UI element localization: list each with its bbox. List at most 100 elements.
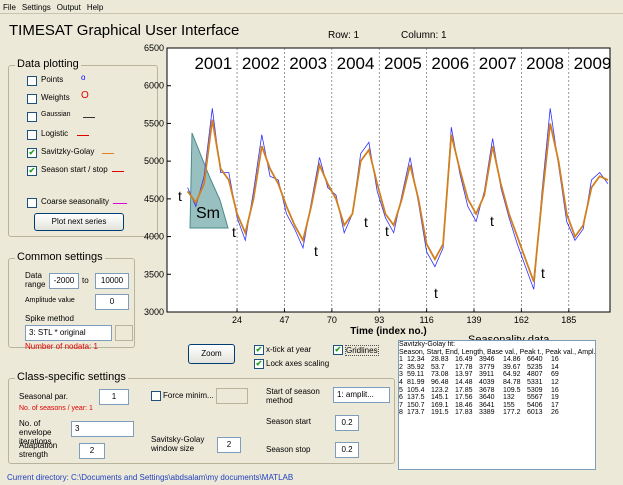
legend-line xyxy=(83,117,95,118)
range-min-input[interactable]: -2000 xyxy=(49,273,79,289)
window-input[interactable]: 2 xyxy=(217,437,241,453)
field-label: Data range xyxy=(25,271,46,289)
row-label: Row: 1 xyxy=(328,30,360,41)
season-start-input[interactable]: 0.2 xyxy=(335,415,359,431)
menu-item[interactable]: Settings xyxy=(21,3,51,12)
field-label: Season start xyxy=(266,417,311,426)
annotation: t xyxy=(541,265,545,281)
seasonal-input[interactable]: 1 xyxy=(99,389,129,405)
x-tick-label: 70 xyxy=(327,315,337,325)
x-tick-label: 24 xyxy=(232,315,242,325)
envelope-select[interactable]: 3 xyxy=(71,421,134,437)
x-tick-label: 116 xyxy=(419,315,433,325)
checkbox[interactable]: ✔ xyxy=(254,359,264,369)
list-row[interactable]: 6 137.5 145.1 17.56 3640 132 5567 19 xyxy=(399,394,595,402)
checkbox[interactable] xyxy=(27,130,37,140)
seasonality-list[interactable]: Savitzky-Golay fit: Season, Start, End, … xyxy=(398,340,596,470)
checkbox-label: Lock axes scaling xyxy=(266,359,330,368)
year-label: 2001 xyxy=(194,54,232,73)
adaptation-input[interactable]: 2 xyxy=(79,443,105,459)
annotation: t xyxy=(490,213,494,229)
legend-line xyxy=(113,203,127,204)
list-cell: 81.99 xyxy=(407,378,425,386)
list-row[interactable]: 2 35.92 53.7 17.78 3779 39.67 5235 14 xyxy=(399,364,595,372)
list-cell: 173.7 xyxy=(407,409,425,417)
list-cell: 3389 xyxy=(479,409,495,417)
checkbox-label: Force minim... xyxy=(163,391,214,400)
legend-line xyxy=(112,171,124,172)
list-cell: 4807 xyxy=(527,371,543,379)
checkbox-label: Gridlines xyxy=(345,345,379,356)
year-label: 2004 xyxy=(337,54,375,73)
list-cell: 19 xyxy=(551,394,559,402)
checkbox[interactable]: ✔ xyxy=(27,148,37,158)
list-cell: 5 xyxy=(399,386,403,394)
year-label: 2006 xyxy=(431,54,469,73)
list-row[interactable]: 5 105.4 123.2 17.85 3678 109.5 5309 16 xyxy=(399,387,595,395)
menu-item[interactable]: Output xyxy=(56,3,81,12)
x-tick-label: 162 xyxy=(514,315,529,325)
list-cell: 5309 xyxy=(527,386,543,394)
amplitude-input[interactable]: 0 xyxy=(95,294,129,310)
start-method-select[interactable]: 1: amplit... xyxy=(333,387,390,403)
list-row[interactable]: 4 81.99 96.48 14.48 4039 84.78 5331 12 xyxy=(399,379,595,387)
list-cell: 14 xyxy=(551,363,559,371)
group-title: Data plotting xyxy=(15,58,81,70)
list-cell: 177.2 xyxy=(503,409,521,417)
legend-symbol: O xyxy=(81,90,89,101)
list-cell: 3911 xyxy=(479,371,495,379)
plot-area xyxy=(166,47,611,313)
list-cell: 3678 xyxy=(479,386,495,394)
checkbox-label: Logistic xyxy=(41,129,69,138)
list-row[interactable]: 3 59.11 73.08 13.97 3911 64.92 4807 69 xyxy=(399,371,595,379)
checkbox[interactable]: ✔ xyxy=(27,166,37,176)
list-cell: 5567 xyxy=(527,394,543,402)
x-tick-label: 139 xyxy=(466,315,481,325)
checkbox[interactable] xyxy=(27,94,37,104)
checkbox-label: Points xyxy=(41,75,64,84)
field-label: Spike method xyxy=(25,314,74,323)
checkbox-label: Gaussian xyxy=(41,111,71,118)
list-cell: 17.85 xyxy=(455,386,473,394)
list-row[interactable]: 7 150.7 169.1 18.46 3641 155 5406 17 xyxy=(399,402,595,410)
list-cell: 1 xyxy=(399,356,403,364)
list-row[interactable]: 1 12.34 28.83 16.49 3946 14.86 6640 16 xyxy=(399,356,595,364)
spike-select[interactable]: 3: STL * original xyxy=(25,325,112,341)
data-plotting-group: Data plotting Points o Weights O Gaussia… xyxy=(8,58,158,237)
list-cell: 150.7 xyxy=(407,401,425,409)
range-max-input[interactable]: 10000 xyxy=(95,273,129,289)
checkbox[interactable] xyxy=(151,391,161,401)
list-cell: 28.83 xyxy=(431,356,449,364)
status-bar: Current directory: C:\Documents and Sett… xyxy=(7,473,294,482)
annotation: t xyxy=(314,243,318,259)
common-settings-group: Common settings Data range -2000 to 1000… xyxy=(8,251,135,351)
checkbox[interactable]: ✔ xyxy=(254,345,264,355)
annotation: t xyxy=(434,285,438,301)
field-label: Adaptation strength xyxy=(19,441,58,459)
field-label: Seasonal par. xyxy=(19,392,68,401)
list-cell: 3946 xyxy=(479,356,495,364)
menu-item[interactable]: File xyxy=(3,3,16,12)
blank-box xyxy=(216,388,248,404)
checkbox[interactable] xyxy=(27,198,37,208)
list-cell: 39.67 xyxy=(503,363,521,371)
group-title: Class-specific settings xyxy=(15,371,128,383)
plot-next-button[interactable]: Plot next series xyxy=(34,213,124,231)
zoom-button[interactable]: Zoom xyxy=(188,344,235,364)
checkbox[interactable] xyxy=(27,112,37,122)
legend-line xyxy=(77,135,89,136)
y-tick-label: 6500 xyxy=(144,43,164,53)
list-cell: 17.56 xyxy=(455,394,473,402)
year-label: 2005 xyxy=(384,54,422,73)
checkbox[interactable] xyxy=(27,76,37,86)
list-cell: 17.83 xyxy=(455,409,473,417)
list-row[interactable]: 8 173.7 191.5 17.83 3389 177.2 6013 26 xyxy=(399,409,595,417)
list-cell: 73.08 xyxy=(431,371,449,379)
list-cell: 12.34 xyxy=(407,356,425,364)
list-cell: 16 xyxy=(551,356,559,364)
list-cell: 191.5 xyxy=(431,409,449,417)
checkbox[interactable]: ✔ xyxy=(333,345,343,355)
season-stop-input[interactable]: 0.2 xyxy=(335,442,359,458)
menu-item[interactable]: Help xyxy=(86,3,104,12)
list-cell: 14.86 xyxy=(503,356,521,364)
